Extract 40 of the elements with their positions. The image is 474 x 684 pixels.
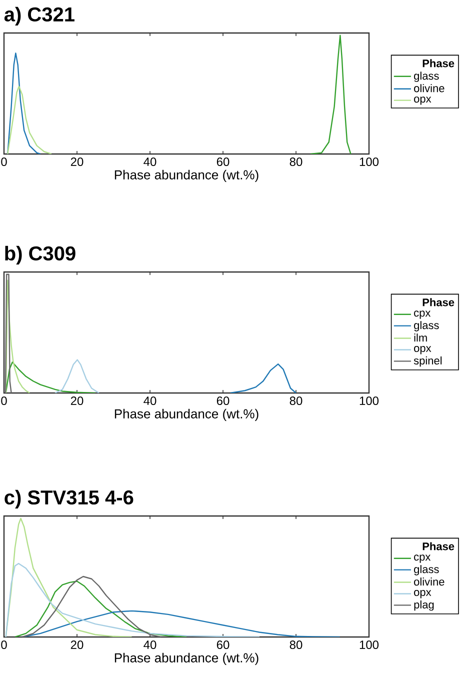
x-axis-title: Phase abundance (wt.%) <box>114 408 258 422</box>
legend-label: olivine <box>414 578 444 586</box>
x-tick-label: 60 <box>216 158 230 166</box>
x-tick-label: 20 <box>70 396 84 406</box>
x-tick-label: 0 <box>1 640 7 650</box>
legend-label: olivine <box>414 84 444 92</box>
legend-label: plag <box>414 600 434 611</box>
chart-title: a) C321 <box>4 6 74 26</box>
x-tick-label: 100 <box>360 640 379 650</box>
x-tick-label: 80 <box>290 396 302 406</box>
chart-title: b) C309 <box>5 246 76 264</box>
legend-label: cpx <box>414 554 431 563</box>
legend-label: ilm <box>414 334 427 342</box>
chart-title: c) STV315 4-6 <box>4 490 134 508</box>
x-tick-label: 60 <box>216 396 230 406</box>
legend-label: spinel <box>414 356 442 367</box>
x-tick-label: 80 <box>290 158 302 166</box>
legend-label: glass <box>414 565 439 576</box>
legend-title: Phase <box>422 298 454 306</box>
legend-label: opx <box>414 96 432 105</box>
x-tick-label: 20 <box>70 640 84 650</box>
legend-label: opx <box>414 590 432 598</box>
x-tick-label: 40 <box>144 158 156 166</box>
x-axis-title: Phase abundance (wt.%) <box>114 652 258 666</box>
x-tick-label: 20 <box>70 158 84 166</box>
legend-title: Phase <box>422 542 454 550</box>
x-tick-label: 80 <box>290 640 302 650</box>
x-tick-label: 0 <box>1 396 7 406</box>
x-axis-title: Phase abundance (wt.%) <box>114 170 258 182</box>
x-tick-label: 100 <box>360 158 379 166</box>
x-tick-label: 40 <box>144 640 156 650</box>
x-tick-label: 0 <box>1 158 7 166</box>
legend-title: Phase <box>422 59 454 68</box>
legend-label: cpx <box>414 310 431 319</box>
legend-label: glass <box>414 72 439 82</box>
legend-label: opx <box>414 346 432 354</box>
x-tick-label: 60 <box>216 640 230 650</box>
x-tick-label: 100 <box>360 396 379 406</box>
x-tick-label: 40 <box>144 396 156 406</box>
legend-label: glass <box>414 321 439 332</box>
